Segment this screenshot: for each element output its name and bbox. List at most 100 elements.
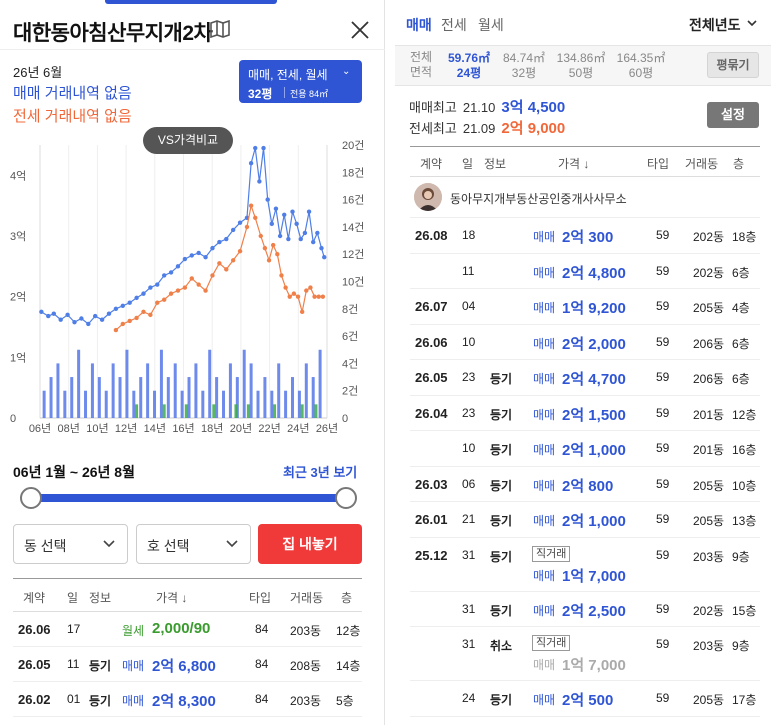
volume-bar <box>300 404 304 418</box>
contract-day: 31 <box>462 547 476 562</box>
volume-bar <box>173 363 177 418</box>
table-row[interactable]: 직거래 31 취소 매매 1억 7,000 59 203동 9층 <box>410 627 760 681</box>
max-lease-line: 전세최고 21.09 2억 9,000 <box>409 117 565 138</box>
area-option[interactable]: 59.76㎡ 24평 <box>446 51 492 81</box>
y-right-tick-label: 12건 <box>342 248 364 261</box>
y-right-tick-label: 10건 <box>342 276 364 289</box>
drag-indicator[interactable] <box>105 0 277 4</box>
data-point <box>161 297 167 302</box>
trade-kind: 매매 <box>533 693 556 707</box>
area-option[interactable]: 84.74㎡ 32평 <box>499 51 549 81</box>
contract-month: 25.12 <box>415 547 448 563</box>
y-right-tick-label: 0 <box>342 413 348 425</box>
x-tick-label: 14년 <box>144 422 166 435</box>
volume-bar <box>277 363 281 418</box>
trade-kind: 월세 <box>122 624 145 638</box>
data-point <box>290 209 295 214</box>
data-point <box>106 311 112 316</box>
table-row[interactable]: 31 등기 매매 2억 2,500 59 202동 15층 <box>410 592 760 627</box>
volume-bar <box>208 349 212 418</box>
list-house-button[interactable]: 집 내놓기 <box>258 524 362 564</box>
table-row[interactable]: 26.03 06 등기 매매 2억 800 59 205동 10층 <box>410 467 760 502</box>
header-price-sort[interactable]: 가격 ↓ <box>558 157 590 171</box>
tab-monthly-rent[interactable]: 월세 <box>478 17 504 33</box>
data-point <box>120 321 125 327</box>
x-tick-label: 22년 <box>258 422 280 435</box>
trade-price: 2억 4,700 <box>562 371 626 388</box>
area-option[interactable]: 134.86㎡ 50평 <box>553 51 609 81</box>
contract-month: 26.06 <box>415 334 448 350</box>
table-row[interactable]: 26.01 21 등기 매매 2억 1,000 59 205동 13층 <box>410 502 760 538</box>
price-chart[interactable]: 06년 08년 10년 12년 14년 16년 18년 20년 22년 24년 26년 0 1억 2억 3억… <box>0 140 385 445</box>
table-row[interactable]: 26.02 01 등기 매매 2억 8,300 84 203동 5층 <box>13 682 362 717</box>
data-point <box>217 261 222 266</box>
period-slider-track[interactable] <box>30 494 346 502</box>
data-point <box>210 273 215 278</box>
year-filter[interactable]: 전체년도 <box>689 17 741 33</box>
header-price-sort[interactable]: 가격 ↓ <box>156 591 188 605</box>
table-row[interactable]: 26.06 10 매매 2억 2,000 59 206동 6층 <box>410 325 760 360</box>
data-point <box>224 236 229 242</box>
data-point <box>261 145 266 151</box>
max-sale-line: 매매최고 21.10 3억 4,500 <box>409 96 565 117</box>
vs-compare-button[interactable]: VS가격비교 <box>143 127 233 154</box>
floor: 6층 <box>732 336 750 351</box>
group-pyeong-button[interactable]: 평묶기 <box>707 52 759 78</box>
recent-3-years-link[interactable]: 최근 3년 보기 <box>283 465 358 480</box>
complex-title: 대한동아침산무지개2차 <box>13 22 213 45</box>
type-selector[interactable]: 매매, 전세, 월세 ⌄ 32평 전용 84㎡ <box>239 60 362 103</box>
volume-bar <box>212 404 216 418</box>
floor: 12층 <box>732 407 757 422</box>
direct-trade-badge: 직거래 <box>532 635 571 651</box>
contract-day: 01 <box>67 692 81 706</box>
building-dong: 202동 <box>693 230 725 244</box>
trade-price: 2억 6,800 <box>152 658 216 675</box>
x-tick-label: 26년 <box>316 422 338 435</box>
table-row[interactable]: 24 등기 매매 2억 500 59 205동 17층 <box>410 681 760 717</box>
tab-lease[interactable]: 전세 <box>441 17 467 33</box>
building-dong: 205동 <box>693 301 725 315</box>
period-slider-start-handle[interactable] <box>20 487 42 509</box>
table-row[interactable]: 26.06 17 월세 2,000/90 84 203동 12층 <box>13 612 362 647</box>
volume-bar <box>228 363 232 418</box>
dong-select[interactable]: 동 선택 <box>13 524 128 564</box>
floor: 13층 <box>732 514 757 528</box>
trade-info: 등기 <box>490 478 513 493</box>
table-row[interactable]: 직거래 25.12 31 등기 매매 1억 7,000 59 203동 9층 <box>410 538 760 592</box>
settings-button[interactable]: 설정 <box>707 102 759 128</box>
ho-select[interactable]: 호 선택 <box>136 524 251 564</box>
trade-price: 1억 9,200 <box>562 300 626 317</box>
table-row[interactable]: 26.04 23 등기 매매 2억 1,500 59 201동 12층 <box>410 396 760 431</box>
map-icon[interactable] <box>210 20 230 38</box>
y-right-tick-label: 6건 <box>342 330 358 343</box>
period-slider-end-handle[interactable] <box>335 487 357 509</box>
floor: 6층 <box>732 372 750 386</box>
area-m2: 164.35㎡ <box>616 51 666 65</box>
area-option[interactable]: 164.35㎡ 60평 <box>613 51 669 81</box>
table-row[interactable]: 10 등기 매매 2억 1,000 59 201동 16층 <box>410 431 760 467</box>
close-icon[interactable] <box>348 18 372 42</box>
tab-sale[interactable]: 매매 <box>406 17 432 33</box>
agent-row[interactable]: 동아무지개부동산공인중개사사무소 <box>410 177 760 218</box>
max-price-block: 매매최고 21.10 3억 4,500 전세최고 21.09 2억 9,000 설정 <box>395 86 771 144</box>
data-point <box>134 295 139 301</box>
table-row[interactable]: 26.05 23 등기 매매 2억 4,700 59 206동 6층 <box>410 360 760 396</box>
volume-bar <box>111 363 115 418</box>
table-row[interactable]: 26.08 18 매매 2억 300 59 202동 18층 <box>410 218 760 254</box>
y-left-tick-label: 3억 <box>10 230 26 243</box>
contract-day: 11 <box>462 263 475 278</box>
building-dong: 205동 <box>693 693 725 707</box>
volume-bar <box>56 363 60 418</box>
trade-info: 등기 <box>89 659 112 673</box>
contract-day: 06 <box>462 476 476 491</box>
table-row[interactable]: 11 매매 2억 4,800 59 202동 6층 <box>410 254 760 289</box>
trade-price: 2억 1,500 <box>562 406 626 424</box>
data-point <box>287 294 292 299</box>
table-row[interactable]: 26.05 11 등기 매매 2억 6,800 84 208동 14층 <box>13 647 362 682</box>
table-row[interactable]: 26.07 04 매매 1억 9,200 59 205동 4층 <box>410 289 760 325</box>
trade-kind: 매매 <box>533 478 556 493</box>
trade-kind: 매매 <box>533 372 556 386</box>
contract-day: 10 <box>462 441 476 455</box>
x-tick-label: 20년 <box>230 422 252 435</box>
data-point <box>120 303 125 308</box>
